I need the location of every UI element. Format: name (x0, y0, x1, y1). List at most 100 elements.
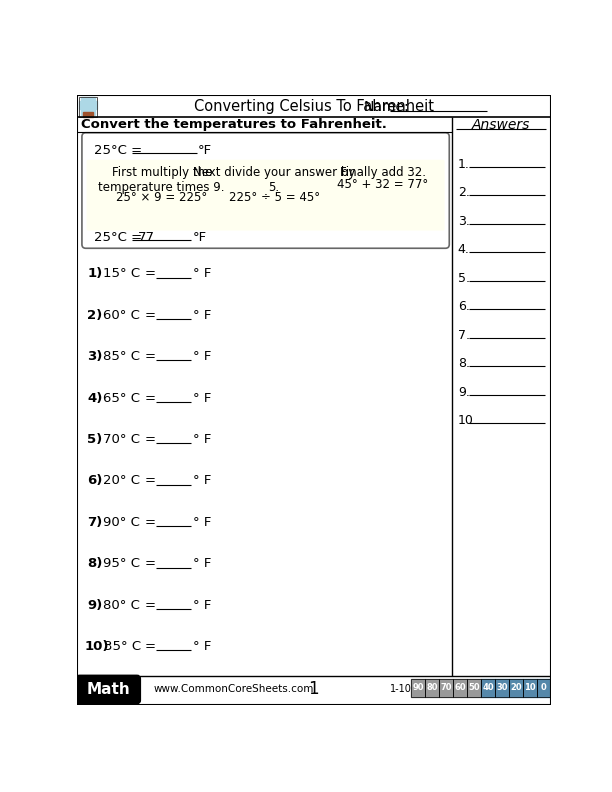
Text: 4.: 4. (458, 243, 469, 257)
Text: 60: 60 (454, 683, 466, 692)
Text: 1.: 1. (458, 158, 469, 171)
Text: ° F: ° F (193, 433, 211, 446)
Text: Answers: Answers (472, 118, 531, 132)
Text: =: = (144, 640, 155, 653)
Text: Convert the temperatures to Fahrenheit.: Convert the temperatures to Fahrenheit. (81, 118, 387, 131)
Text: 10): 10) (84, 640, 109, 653)
Text: =: = (144, 433, 155, 446)
Bar (495, 679, 509, 697)
Bar (523, 679, 537, 697)
Bar (439, 679, 453, 697)
Text: 40: 40 (482, 683, 494, 692)
Text: 1): 1) (88, 267, 103, 280)
Bar (537, 679, 551, 697)
Text: °F: °F (198, 143, 212, 157)
Text: ° F: ° F (193, 309, 211, 322)
Text: =: = (144, 558, 155, 570)
Bar (453, 679, 467, 697)
Text: 6.: 6. (458, 300, 469, 314)
Text: 50: 50 (468, 683, 480, 692)
Bar (83, 112, 93, 116)
Bar (509, 679, 523, 697)
Text: 25° × 9 = 225°: 25° × 9 = 225° (116, 191, 207, 204)
Text: 45° + 32 = 77°: 45° + 32 = 77° (337, 178, 428, 191)
FancyBboxPatch shape (82, 133, 449, 248)
Bar (425, 679, 439, 697)
Text: 20: 20 (510, 683, 522, 692)
Bar (79, 101, 97, 109)
FancyBboxPatch shape (86, 160, 445, 230)
Bar (537, 679, 551, 697)
Text: 0: 0 (541, 683, 547, 692)
Text: Math: Math (86, 682, 130, 697)
Bar (425, 679, 439, 697)
Text: =: = (144, 391, 155, 405)
Bar (495, 679, 509, 697)
Bar (509, 679, 523, 697)
Text: ° F: ° F (193, 474, 211, 487)
Text: Next divide your answer by
5.: Next divide your answer by 5. (193, 166, 356, 194)
Text: =: = (144, 309, 155, 322)
Text: 80° C: 80° C (103, 599, 140, 611)
Text: 85° C: 85° C (103, 350, 140, 364)
Text: ° F: ° F (193, 350, 211, 364)
Text: ° F: ° F (193, 267, 211, 280)
Text: 90: 90 (412, 683, 424, 692)
Bar (467, 679, 481, 697)
Bar (79, 97, 97, 116)
Text: =: = (144, 599, 155, 611)
Bar (523, 679, 537, 697)
Text: 25°C =: 25°C = (94, 230, 141, 244)
Text: 90° C: 90° C (103, 516, 140, 529)
Text: 2.: 2. (458, 186, 469, 200)
Text: 15° C: 15° C (103, 267, 140, 280)
Text: 20° C: 20° C (103, 474, 140, 487)
Text: 30: 30 (496, 683, 508, 692)
Text: ° F: ° F (193, 558, 211, 570)
Text: 25°C =: 25°C = (94, 143, 141, 157)
Bar (81, 97, 95, 104)
Text: Name:: Name: (364, 100, 409, 113)
Bar (453, 679, 467, 697)
Text: 1-10: 1-10 (389, 684, 411, 695)
Text: 5.: 5. (458, 272, 470, 285)
Text: 9.: 9. (458, 386, 469, 398)
Text: 70° C: 70° C (103, 433, 140, 446)
Text: First multiply the
temperature times 9.: First multiply the temperature times 9. (99, 166, 225, 194)
Text: 80: 80 (427, 683, 438, 692)
Bar (481, 679, 495, 697)
Text: 2): 2) (88, 309, 103, 322)
Text: Converting Celsius To Fahrenheit: Converting Celsius To Fahrenheit (193, 99, 434, 114)
Text: 6): 6) (88, 474, 103, 487)
Text: 8): 8) (88, 558, 103, 570)
Text: =: = (144, 474, 155, 487)
Text: 4): 4) (88, 391, 103, 405)
Bar (481, 679, 495, 697)
Text: ° F: ° F (193, 599, 211, 611)
Text: ° F: ° F (193, 640, 211, 653)
Bar (411, 679, 425, 697)
Text: 65° C: 65° C (103, 391, 140, 405)
Text: =: = (144, 350, 155, 364)
Text: 1: 1 (308, 680, 319, 699)
Text: °F: °F (193, 230, 207, 244)
Text: 77: 77 (138, 230, 155, 244)
Text: 225° ÷ 5 = 45°: 225° ÷ 5 = 45° (228, 191, 319, 204)
Text: 10.: 10. (458, 414, 478, 427)
Text: 70: 70 (441, 683, 452, 692)
Text: 95° C: 95° C (103, 558, 140, 570)
Text: ° F: ° F (193, 391, 211, 405)
Text: 7.: 7. (458, 329, 470, 342)
Bar (439, 679, 453, 697)
Text: 7): 7) (88, 516, 103, 529)
Text: 3): 3) (88, 350, 103, 364)
Text: 60° C: 60° C (103, 309, 140, 322)
Bar (411, 679, 425, 697)
Bar (81, 101, 95, 115)
Text: 10: 10 (524, 683, 536, 692)
FancyBboxPatch shape (76, 676, 140, 703)
Text: 35° C: 35° C (105, 640, 141, 653)
Text: 9): 9) (88, 599, 103, 611)
Text: 5): 5) (88, 433, 103, 446)
Text: Finally add 32.: Finally add 32. (340, 166, 425, 179)
